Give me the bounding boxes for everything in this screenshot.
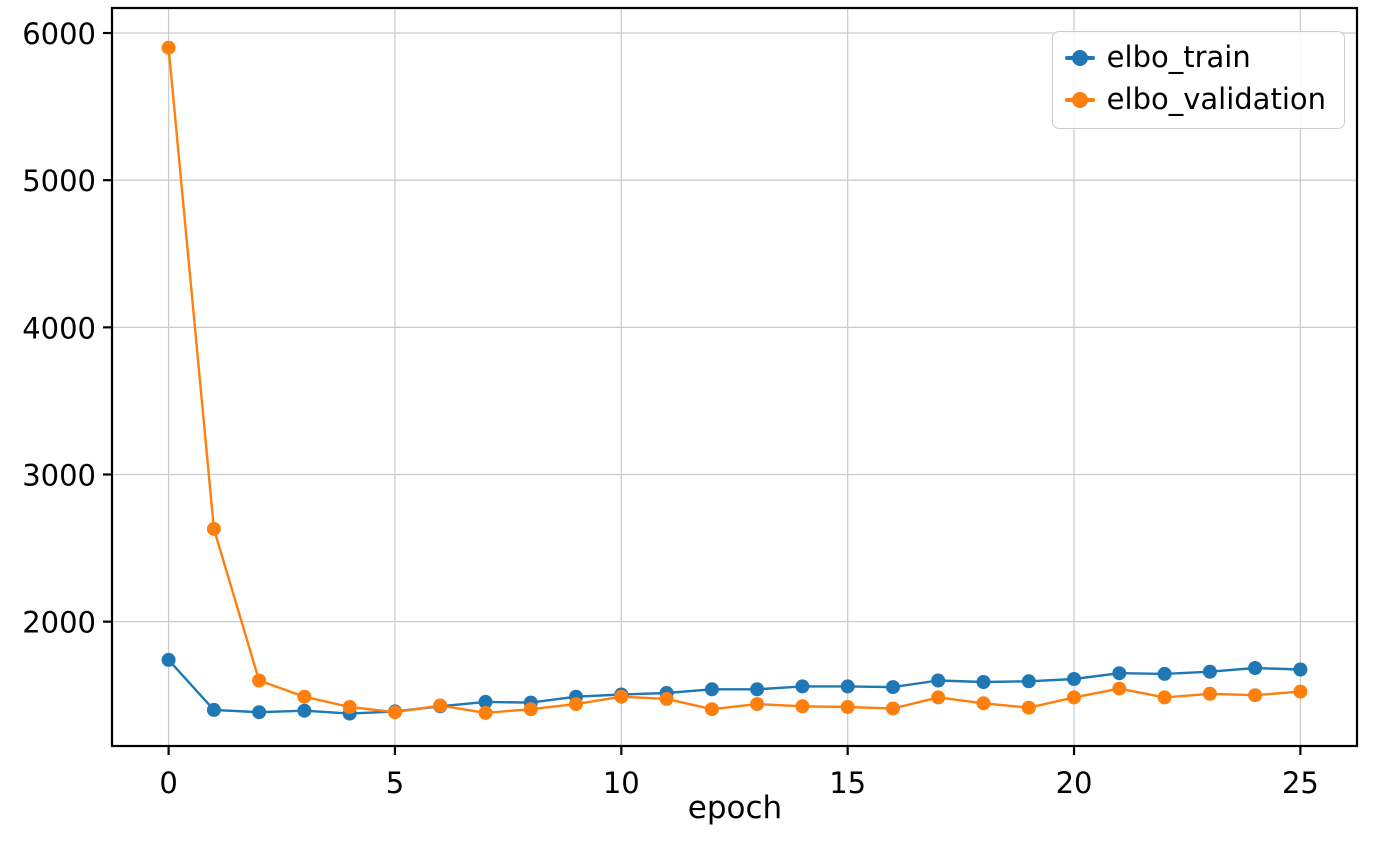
- data-point-elbo_train: [1112, 666, 1127, 681]
- validation-marker-icon: [1064, 91, 1095, 109]
- x-tick-label: 0: [159, 766, 177, 800]
- data-point-elbo_train: [750, 682, 765, 697]
- data-point-elbo_train: [478, 694, 493, 709]
- data-point-elbo_validation: [206, 521, 221, 536]
- data-point-elbo_train: [1067, 672, 1081, 686]
- legend-entry-train: elbo_train: [1064, 40, 1326, 74]
- data-point-elbo_train: [1021, 674, 1036, 689]
- series-layer: [161, 40, 1308, 721]
- data-point-elbo_train: [161, 652, 176, 667]
- data-point-elbo_train: [976, 675, 991, 689]
- x-tick-label: 15: [829, 766, 866, 800]
- data-point-elbo_validation: [659, 691, 674, 706]
- data-point-elbo_validation: [523, 702, 538, 717]
- data-point-elbo_train: [1202, 664, 1217, 679]
- data-point-elbo_validation: [1248, 688, 1263, 703]
- data-point-elbo_validation: [569, 697, 583, 712]
- series-elbo_validation: [161, 40, 1308, 720]
- data-point-elbo_train: [840, 679, 855, 694]
- data-point-elbo_validation: [1112, 681, 1127, 696]
- legend-entry-validation: elbo_validation: [1064, 81, 1326, 116]
- x-tick-label: 5: [386, 766, 404, 800]
- data-point-elbo_train: [252, 705, 267, 720]
- x-tick-label: 10: [603, 766, 640, 800]
- data-point-elbo_validation: [795, 699, 810, 714]
- grid-lines: [112, 8, 1357, 746]
- data-point-elbo_validation: [704, 702, 719, 717]
- series-elbo_train: [161, 652, 1308, 721]
- train-marker-icon: [1064, 49, 1095, 67]
- data-point-elbo_train: [704, 682, 719, 697]
- data-point-elbo_validation: [433, 698, 448, 713]
- axis-tick-labels: 0 5 10 15 20 25 2000 3000 4000 5000 6000: [22, 17, 1319, 800]
- data-point-elbo_validation: [252, 673, 267, 688]
- data-point-elbo_validation: [161, 40, 176, 55]
- data-point-elbo_train: [886, 680, 900, 695]
- data-point-elbo_train: [931, 673, 946, 688]
- data-point-elbo_train: [206, 702, 221, 717]
- data-point-elbo_validation: [297, 689, 312, 704]
- y-tick-label: 4000: [22, 311, 96, 345]
- data-point-elbo_validation: [1067, 690, 1081, 705]
- data-point-elbo_validation: [886, 701, 900, 716]
- y-tick-label: 3000: [22, 458, 96, 492]
- data-point-elbo_validation: [976, 696, 991, 711]
- data-point-elbo_validation: [750, 697, 765, 712]
- data-point-elbo_train: [795, 679, 810, 694]
- data-point-elbo_validation: [614, 689, 629, 704]
- data-point-elbo_validation: [388, 705, 402, 720]
- legend-label-train: elbo_train: [1106, 40, 1251, 74]
- x-tick-label: 25: [1282, 766, 1319, 800]
- series-line-elbo_validation: [167, 46, 1302, 715]
- y-tick-label: 5000: [22, 164, 96, 198]
- data-point-elbo_validation: [1157, 690, 1172, 705]
- data-point-elbo_validation: [1021, 700, 1036, 715]
- data-point-elbo_train: [1157, 666, 1172, 681]
- data-point-elbo_train: [1293, 662, 1308, 677]
- y-tick-label: 6000: [22, 17, 96, 51]
- data-point-elbo_validation: [342, 700, 357, 714]
- x-axis-label: epoch: [688, 790, 782, 826]
- data-point-elbo_train: [1248, 661, 1263, 675]
- data-point-elbo_validation: [478, 705, 493, 720]
- series-line-elbo_train: [167, 658, 1302, 715]
- data-point-elbo_validation: [1293, 684, 1308, 699]
- data-point-elbo_validation: [840, 700, 855, 714]
- legend-label-validation: elbo_validation: [1106, 81, 1326, 116]
- plot-border: [110, 6, 1359, 748]
- y-tick-label: 2000: [22, 606, 96, 640]
- data-point-elbo_train: [297, 703, 312, 718]
- data-point-elbo_validation: [931, 690, 946, 705]
- axis-ticks: [103, 31, 1302, 755]
- data-point-elbo_validation: [1202, 686, 1217, 701]
- legend: elbo_train elbo_validation: [1051, 31, 1345, 129]
- x-tick-label: 20: [1056, 766, 1093, 800]
